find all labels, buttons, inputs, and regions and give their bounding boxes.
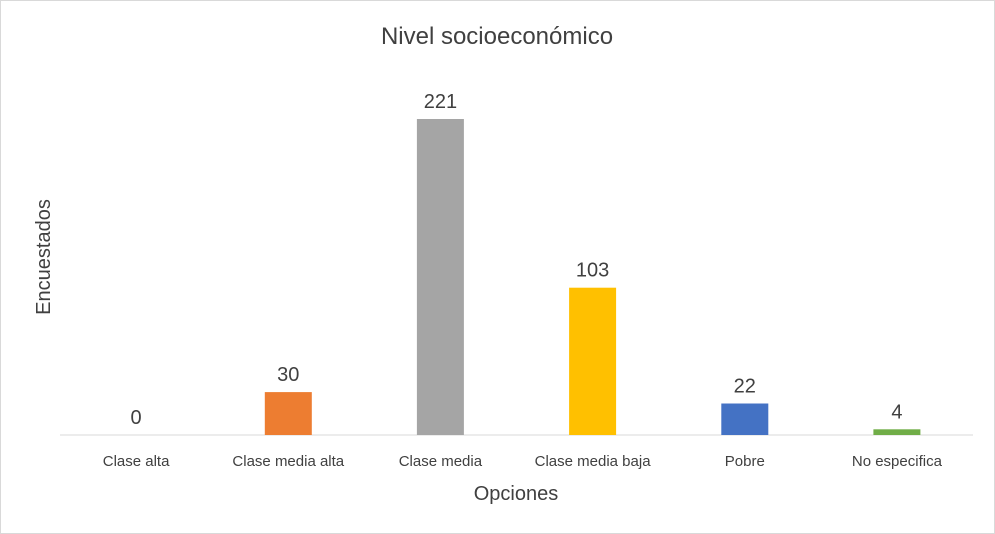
data-label-2: 221 [424, 91, 457, 113]
x-tick-label-4: Pobre [725, 453, 765, 470]
bar-2 [416, 119, 464, 435]
bar-4 [721, 403, 769, 435]
x-tick-label-2: Clase media [399, 453, 483, 470]
bar-5 [873, 429, 921, 435]
data-label-1: 30 [277, 364, 299, 386]
bar-3 [569, 287, 617, 435]
data-label-5: 4 [891, 401, 902, 423]
x-tick-label-3: Clase media baja [535, 453, 652, 470]
x-tick-labels-group: Clase alta Clase media alta Clase media Cla… [103, 453, 943, 470]
x-tick-label-1: Clase media alta [232, 453, 344, 470]
data-label-4: 22 [734, 376, 756, 398]
data-label-3: 103 [576, 260, 609, 282]
bar-1 [264, 392, 312, 435]
bars-group [264, 119, 921, 435]
x-tick-label-0: Clase alta [103, 453, 170, 470]
chart-title: Nivel socioeconómico [381, 23, 613, 50]
y-axis-label: Encuestados [33, 199, 55, 315]
data-labels-group: 0 30 221 103 22 4 [131, 91, 903, 429]
data-label-0: 0 [131, 407, 142, 429]
x-tick-label-5: No especifica [852, 453, 943, 470]
x-axis-label: Opciones [474, 483, 559, 505]
